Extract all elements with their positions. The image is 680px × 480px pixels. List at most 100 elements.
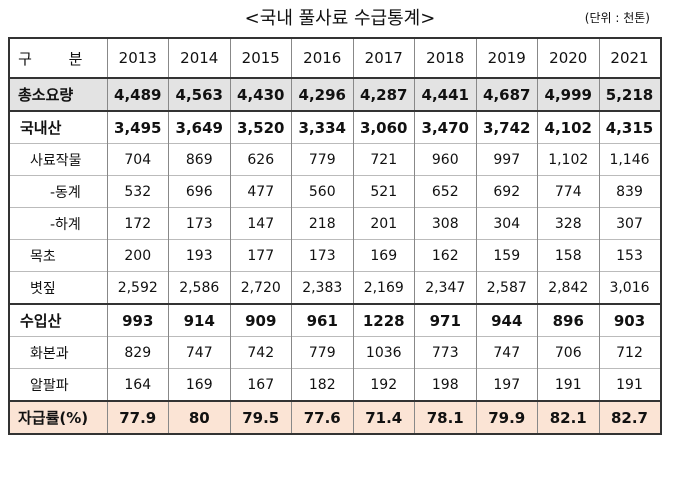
table-cell: 944: [475, 303, 538, 337]
table-cell: 307: [598, 207, 661, 240]
table-cell: 960: [414, 143, 476, 176]
table-cell: 82.1: [537, 400, 599, 435]
table-cell: 3,649: [168, 110, 230, 144]
table-cell: 153: [598, 239, 661, 272]
table-row: 목초 200 193 177 173 169 162 159 158 153: [9, 239, 661, 272]
header-year: 2019: [475, 37, 538, 79]
table-cell: 173: [168, 207, 230, 240]
table-cell: 839: [598, 175, 661, 208]
row-label: 국내산: [9, 110, 107, 144]
table-cell: 82.7: [598, 400, 661, 435]
table-cell: 192: [352, 368, 415, 401]
table-row: 화본과 829 747 742 779 1036 773 747 706 712: [9, 336, 661, 369]
table-cell: 2,842: [537, 271, 599, 304]
table-cell: 2,383: [291, 271, 353, 304]
table-cell: 1228: [352, 303, 415, 337]
table-cell: 177: [229, 239, 292, 272]
table-cell: 308: [414, 207, 476, 240]
table-cell: 704: [106, 143, 169, 176]
table-cell: 3,470: [414, 110, 476, 144]
table-cell: 4,296: [291, 77, 353, 111]
table-row: 국내산 3,495 3,649 3,520 3,334 3,060 3,470 3,742 4,…: [9, 110, 661, 144]
table-cell: 2,169: [352, 271, 415, 304]
table-cell: 696: [168, 175, 230, 208]
table-cell: 532: [106, 175, 169, 208]
table-cell: 774: [537, 175, 599, 208]
table-cell: 773: [414, 336, 476, 369]
table-cell: 193: [168, 239, 230, 272]
row-label: 볏짚: [9, 271, 107, 304]
table-cell: 182: [291, 368, 353, 401]
table-cell: 1036: [352, 336, 415, 369]
table-cell: 2,586: [168, 271, 230, 304]
row-label: 수입산: [9, 303, 107, 337]
table-row: -동계 532 696 477 560 521 652 692 774 839: [9, 175, 661, 208]
table-cell: 3,060: [352, 110, 415, 144]
table-row: -하계 172 173 147 218 201 308 304 328 307: [9, 207, 661, 240]
table-cell: 3,520: [229, 110, 292, 144]
header-year: 2015: [229, 37, 292, 79]
table-cell: 77.6: [291, 400, 353, 435]
table-row: 자급률(%) 77.9 80 79.5 77.6 71.4 78.1 79.9 82.1 82.7: [9, 400, 661, 435]
table-cell: 162: [414, 239, 476, 272]
table-cell: 3,495: [106, 110, 169, 144]
table-cell: 560: [291, 175, 353, 208]
table-cell: 2,720: [229, 271, 292, 304]
table-cell: 169: [168, 368, 230, 401]
table-cell: 993: [106, 303, 169, 337]
table-cell: 477: [229, 175, 292, 208]
header-category: 구 분: [9, 37, 107, 79]
table-cell: 997: [475, 143, 538, 176]
table-cell: 521: [352, 175, 415, 208]
table-cell: 158: [537, 239, 599, 272]
table-cell: 218: [291, 207, 353, 240]
table-cell: 3,016: [598, 271, 661, 304]
table-row: 사료작물 704 869 626 779 721 960 997 1,102 1,146: [9, 143, 661, 176]
table-cell: 304: [475, 207, 538, 240]
row-label: 목초: [9, 239, 107, 272]
row-label: -동계: [9, 175, 107, 208]
table-cell: 3,334: [291, 110, 353, 144]
table-cell: 903: [598, 303, 661, 337]
row-label: 알팔파: [9, 368, 107, 401]
table-cell: 2,587: [475, 271, 538, 304]
header-year: 2018: [414, 37, 476, 79]
row-label: 사료작물: [9, 143, 107, 176]
table-cell: 5,218: [598, 77, 661, 111]
table-cell: 200: [106, 239, 169, 272]
table-cell: 197: [475, 368, 538, 401]
table-cell: 961: [291, 303, 353, 337]
table-cell: 3,742: [475, 110, 538, 144]
table-cell: 4,102: [537, 110, 599, 144]
header-year: 2014: [168, 37, 230, 79]
table-cell: 2,347: [414, 271, 476, 304]
table-cell: 914: [168, 303, 230, 337]
table-cell: 4,563: [168, 77, 230, 111]
table-cell: 4,287: [352, 77, 415, 111]
table-cell: 4,430: [229, 77, 292, 111]
table-cell: 198: [414, 368, 476, 401]
table-cell: 626: [229, 143, 292, 176]
table-cell: 742: [229, 336, 292, 369]
table-cell: 4,441: [414, 77, 476, 111]
table-cell: 173: [291, 239, 353, 272]
table-cell: 77.9: [106, 400, 169, 435]
table-cell: 159: [475, 239, 538, 272]
header-year: 2016: [291, 37, 353, 79]
table-cell: 80: [168, 400, 230, 435]
header-year: 2021: [598, 37, 661, 79]
row-label: 총소요량: [9, 77, 107, 111]
table-cell: 721: [352, 143, 415, 176]
table-cell: 896: [537, 303, 599, 337]
table-cell: 191: [537, 368, 599, 401]
table-row: 수입산 993 914 909 961 1228 971 944 896 903: [9, 303, 661, 337]
table-cell: 172: [106, 207, 169, 240]
table-cell: 2,592: [106, 271, 169, 304]
table-cell: 747: [475, 336, 538, 369]
table-cell: 164: [106, 368, 169, 401]
table-row: 알팔파 164 169 167 182 192 198 197 191 191: [9, 368, 661, 401]
table-cell: 147: [229, 207, 292, 240]
row-label: -하계: [9, 207, 107, 240]
table-cell: 692: [475, 175, 538, 208]
table-cell: 201: [352, 207, 415, 240]
